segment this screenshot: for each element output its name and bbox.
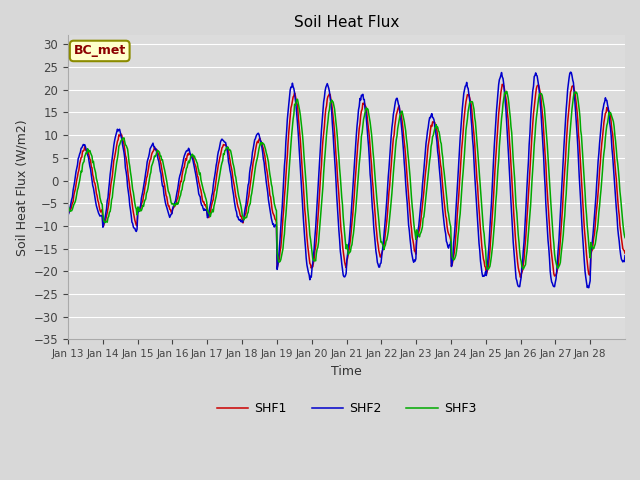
Text: BC_met: BC_met xyxy=(74,45,126,58)
SHF1 xyxy=(129,210,137,216)
Legend: SHF1, SHF2, SHF3: SHF1, SHF2, SHF3 xyxy=(212,397,481,420)
SHF2 xyxy=(621,253,629,259)
SHF3 xyxy=(503,88,511,94)
SHF1 xyxy=(404,183,412,189)
SHF3 xyxy=(484,266,492,272)
SHF3 xyxy=(404,150,412,156)
SHF3 xyxy=(435,129,443,135)
SHF3 xyxy=(621,235,629,240)
SHF1 xyxy=(280,194,288,200)
SHF1 xyxy=(499,82,506,87)
Y-axis label: Soil Heat Flux (W/m2): Soil Heat Flux (W/m2) xyxy=(15,119,28,256)
SHF1 xyxy=(232,193,239,199)
SHF1 xyxy=(516,275,524,280)
Line: SHF1: SHF1 xyxy=(68,84,625,277)
SHF3 xyxy=(280,231,288,237)
Title: Soil Heat Flux: Soil Heat Flux xyxy=(294,15,399,30)
SHF2 xyxy=(566,69,574,75)
SHF3 xyxy=(232,174,239,180)
SHF1 xyxy=(621,250,629,256)
SHF2 xyxy=(404,211,412,217)
SHF2 xyxy=(129,224,137,230)
SHF3 xyxy=(64,204,72,210)
SHF2 xyxy=(232,207,239,213)
SHF1 xyxy=(260,146,268,152)
SHF2 xyxy=(64,212,72,218)
SHF1 xyxy=(435,148,443,154)
X-axis label: Time: Time xyxy=(331,365,362,378)
SHF2 xyxy=(585,285,593,291)
SHF3 xyxy=(129,190,137,195)
SHF2 xyxy=(435,163,443,169)
SHF2 xyxy=(280,163,288,168)
SHF1 xyxy=(64,207,72,213)
Line: SHF2: SHF2 xyxy=(68,72,625,288)
SHF2 xyxy=(260,156,268,162)
Line: SHF3: SHF3 xyxy=(68,91,625,269)
SHF3 xyxy=(260,141,268,147)
